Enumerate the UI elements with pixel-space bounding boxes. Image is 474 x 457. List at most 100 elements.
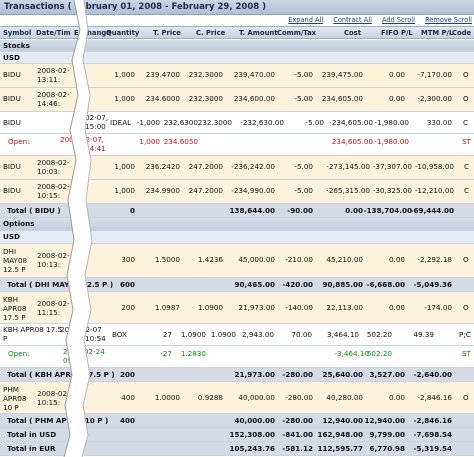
section-stocks[interactable]: Stocks [0,40,474,52]
table-row: Open: 2008-02-07, 14:41 1,000 234.6050 2… [0,134,474,156]
col-code[interactable]: Code [452,29,472,37]
fifo-cell: 502.20 [366,349,392,358]
exchange-cell: IDEAL [110,118,132,127]
mtm-cell: -7,170.00 [417,70,452,79]
col-mtm[interactable]: MTM P/L [421,29,454,37]
time-cell: 10:15: [37,191,61,200]
time-cell: 09:39 [63,356,84,365]
time-cell: 10:13: [37,260,61,269]
code-cell: C [464,186,470,195]
comm-cell: -210.00 [285,255,313,264]
section-options[interactable]: Options [0,218,474,231]
cprice-cell: 0.9288 [197,393,223,402]
cost-cell: 90,885.00 [322,280,363,289]
tprice-cell: 239.4700 [145,70,180,79]
tprice-cell: 234.6000 [145,94,180,103]
exchange-cell: BOX [112,330,127,339]
total-row-kbh: Total ( KBH APR08 17.5 P ) 200 21,973.00… [0,368,474,382]
cprice-cell: 247.2000 [188,186,223,195]
tamount-cell: 90,465.00 [234,280,275,289]
fifo-cell: 9,799.00 [369,430,405,439]
col-cost[interactable]: Cost [344,29,361,37]
contract-all-link[interactable]: Contract All [333,16,372,24]
mtm-cell: -5,049.36 [413,280,452,289]
table-row: KBH APR08 17.5 P 2008-02-07 10:54 BOX 27… [0,324,474,346]
col-datetime[interactable]: Date/Tim [36,29,71,37]
symbol-cell: BIDU [3,118,21,127]
quantity-cell: 0 [129,206,135,215]
comm-cell: -5.00 [305,118,324,127]
cost-cell: 22,113.00 [326,303,363,312]
comm-cell: -581.12 [282,444,313,453]
time-cell: 11:15: [37,308,61,317]
total-label: Total in USD [7,430,57,439]
code-cell: O [463,255,469,264]
currency-label: USD [3,232,20,241]
fifo-cell: -138,704.00 [363,206,412,215]
cost-cell: 40,280.00 [326,393,363,402]
comm-cell: -280.00 [285,393,313,402]
code-cell: C [464,162,470,171]
tamount-cell: 21,973.00 [238,303,275,312]
total-label: Total ( DHI MAY08 12.5 P ) [7,280,114,289]
cost-cell: -265,315.00 [326,186,370,195]
col-tamount[interactable]: T. Amount [239,29,278,37]
tprice-cell: 236.2420 [145,162,180,171]
quantity-cell: 200 [119,370,135,379]
code-cell: O [463,393,469,402]
date-cell: 2008-02- [37,299,70,308]
tprice-cell: 1.5000 [154,255,180,264]
quantity-cell: 400 [119,416,135,425]
fifo-cell: -37,307.00 [372,162,412,171]
time-cell: 10:15: [37,398,61,407]
col-symbol[interactable]: Symbol [3,29,32,37]
table-row: BIDU 02-07, 15:00 IDEAL -1,000 232.6300 … [0,112,474,134]
tprice-cell: 234.6050 [163,137,198,146]
quantity-cell: 600 [119,280,135,289]
add-scroll-link[interactable]: Add Scroll [382,16,415,24]
cprice-cell: 1.4236 [197,255,223,264]
tamount-cell: 152,308.00 [229,430,275,439]
cost-cell: 3,464.10 [326,330,359,339]
cost-cell: 12,940.00 [322,416,363,425]
tamount-cell: 138,644.00 [229,206,275,215]
mtm-cell: -2,846.16 [413,416,452,425]
col-fifo[interactable]: FIFO P/L [381,29,413,37]
comm-cell: -140.00 [285,303,313,312]
fifo-cell: 0.00 [388,70,405,79]
col-commtax[interactable]: Comm/Tax [277,29,317,37]
expand-all-link[interactable]: Expand All [288,16,324,24]
table-row: BIDU 2008-02- 10:15: 1,000 234.9900 247.… [0,180,474,204]
col-tprice[interactable]: T. Price [153,29,181,37]
col-exchange[interactable]: Exchange [74,29,111,37]
cost-cell: -234,605.00 [329,118,373,127]
quantity-cell: 400 [121,393,135,402]
mtm-cell: -2,640.00 [413,370,452,379]
tamount-cell: -234,990.00 [231,186,275,195]
symbol-cell: PHM [3,385,19,394]
tamount-cell: 45,000.00 [238,255,275,264]
remove-scroll-link[interactable]: Remove Scroll [425,16,472,24]
symbol-cell: BIDU [3,70,21,79]
cprice-cell: 247.2000 [188,162,223,171]
cprice-cell: 1.0900 [210,330,236,339]
symbol-cell-line2: MAY08 [3,256,28,265]
col-cprice[interactable]: C. Price [196,29,226,37]
code-cell: P;C [459,330,471,339]
total-label: Total in EUR [7,444,56,453]
mtm-cell: -69,444.00 [410,206,454,215]
symbol-cell: KBH [3,295,19,304]
quantity-cell: -1,000 [136,118,160,127]
time-cell: 10:54 [85,334,106,343]
quantity-cell: 1,000 [114,70,135,79]
total-row-bidu: Total ( BIDU ) 0 138,644.00 -90.00 0.00 … [0,204,474,218]
col-quantity[interactable]: Quantity [106,29,140,37]
cost-cell: 234,605.00 [331,137,373,146]
symbol-cell: DHI [3,247,17,256]
fifo-cell: 12,940.00 [364,416,405,425]
currency-usd: USD [0,52,474,64]
fifo-cell: 0.00 [388,393,405,402]
table-row: DHI MAY08 12.5 P 2008-02- 10:13: 300 1.5… [0,244,474,278]
mtm-cell: -2,292.18 [417,255,452,264]
cost-cell: 162,948.00 [317,430,363,439]
